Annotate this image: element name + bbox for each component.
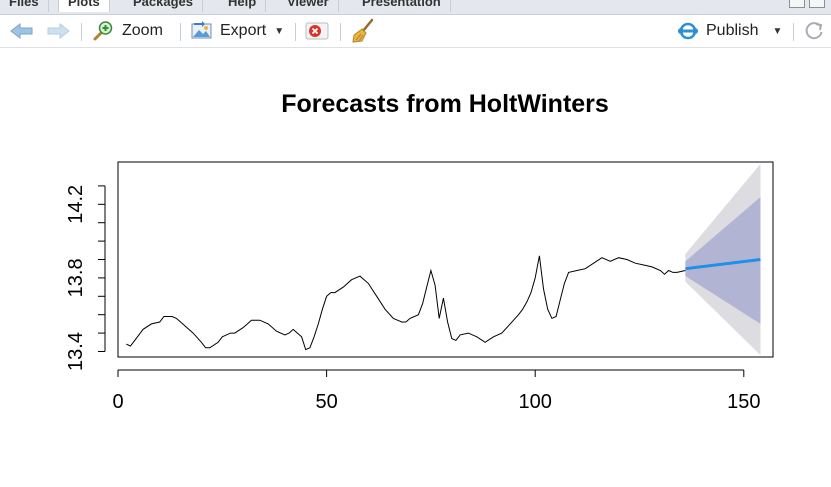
toolbar-divider — [81, 23, 82, 41]
arrow-right-icon — [47, 22, 70, 40]
y-axis: 13.4 13.8 14.2 — [65, 185, 106, 371]
plot-frame — [117, 161, 774, 358]
toolbar-divider — [180, 23, 181, 41]
toolbar-divider — [295, 23, 296, 41]
tab-viewer[interactable]: Viewer — [278, 0, 339, 12]
toolbar-divider — [340, 23, 341, 41]
refresh-button[interactable] — [803, 15, 825, 47]
prediction-band-80 — [685, 196, 761, 324]
plot-title: Forecasts from HoltWinters — [281, 90, 609, 118]
chevron-down-icon: ▼ — [274, 25, 285, 37]
x-tick-label: 150 — [727, 391, 760, 413]
remove-plot-button[interactable] — [305, 15, 329, 47]
minimize-pane-button[interactable] — [789, 0, 805, 8]
observed-series-line — [126, 255, 686, 351]
zoom-label: Zoom — [122, 22, 163, 39]
tab-packages[interactable]: Packages — [124, 0, 203, 12]
publish-menu-button[interactable]: Publish ▼ — [676, 15, 782, 47]
refresh-icon — [805, 22, 823, 40]
export-label: Export — [220, 22, 267, 39]
y-tick-label: 13.4 — [65, 332, 87, 371]
export-menu-button[interactable]: Export ▼ — [190, 15, 284, 47]
publish-icon — [678, 22, 698, 40]
broom-icon — [352, 18, 374, 43]
x-axis: 0 50 100 150 — [112, 369, 760, 413]
forecast-series-line — [685, 258, 761, 271]
x-tick-label: 50 — [315, 391, 337, 413]
clear-all-plots-button[interactable] — [350, 15, 376, 47]
toolbar-divider — [793, 23, 794, 41]
zoom-magnifier-icon — [93, 21, 113, 41]
pane-tab-strip: Files Plots Packages Help Viewer Present… — [0, 0, 831, 15]
remove-plot-icon — [305, 22, 329, 40]
tab-plots[interactable]: Plots — [58, 0, 110, 12]
forward-button[interactable] — [46, 15, 70, 47]
tab-presentation[interactable]: Presentation — [353, 0, 451, 12]
back-button[interactable] — [10, 15, 34, 47]
tab-files[interactable]: Files — [0, 0, 49, 12]
window-controls — [789, 0, 825, 8]
prediction-intervals — [685, 163, 761, 356]
x-tick-label: 100 — [519, 391, 552, 413]
publish-label: Publish — [706, 22, 759, 39]
export-image-icon — [191, 21, 212, 39]
chevron-down-icon: ▼ — [772, 25, 783, 37]
zoom-button[interactable]: Zoom — [92, 15, 163, 47]
tab-help[interactable]: Help — [219, 0, 267, 12]
arrow-left-icon — [10, 22, 33, 40]
plots-toolbar: Zoom Export ▼ — [0, 15, 831, 48]
x-tick-label: 0 — [112, 391, 123, 413]
y-tick-label: 13.8 — [65, 258, 87, 297]
maximize-pane-button[interactable] — [809, 0, 825, 8]
y-tick-label: 14.2 — [65, 185, 87, 224]
